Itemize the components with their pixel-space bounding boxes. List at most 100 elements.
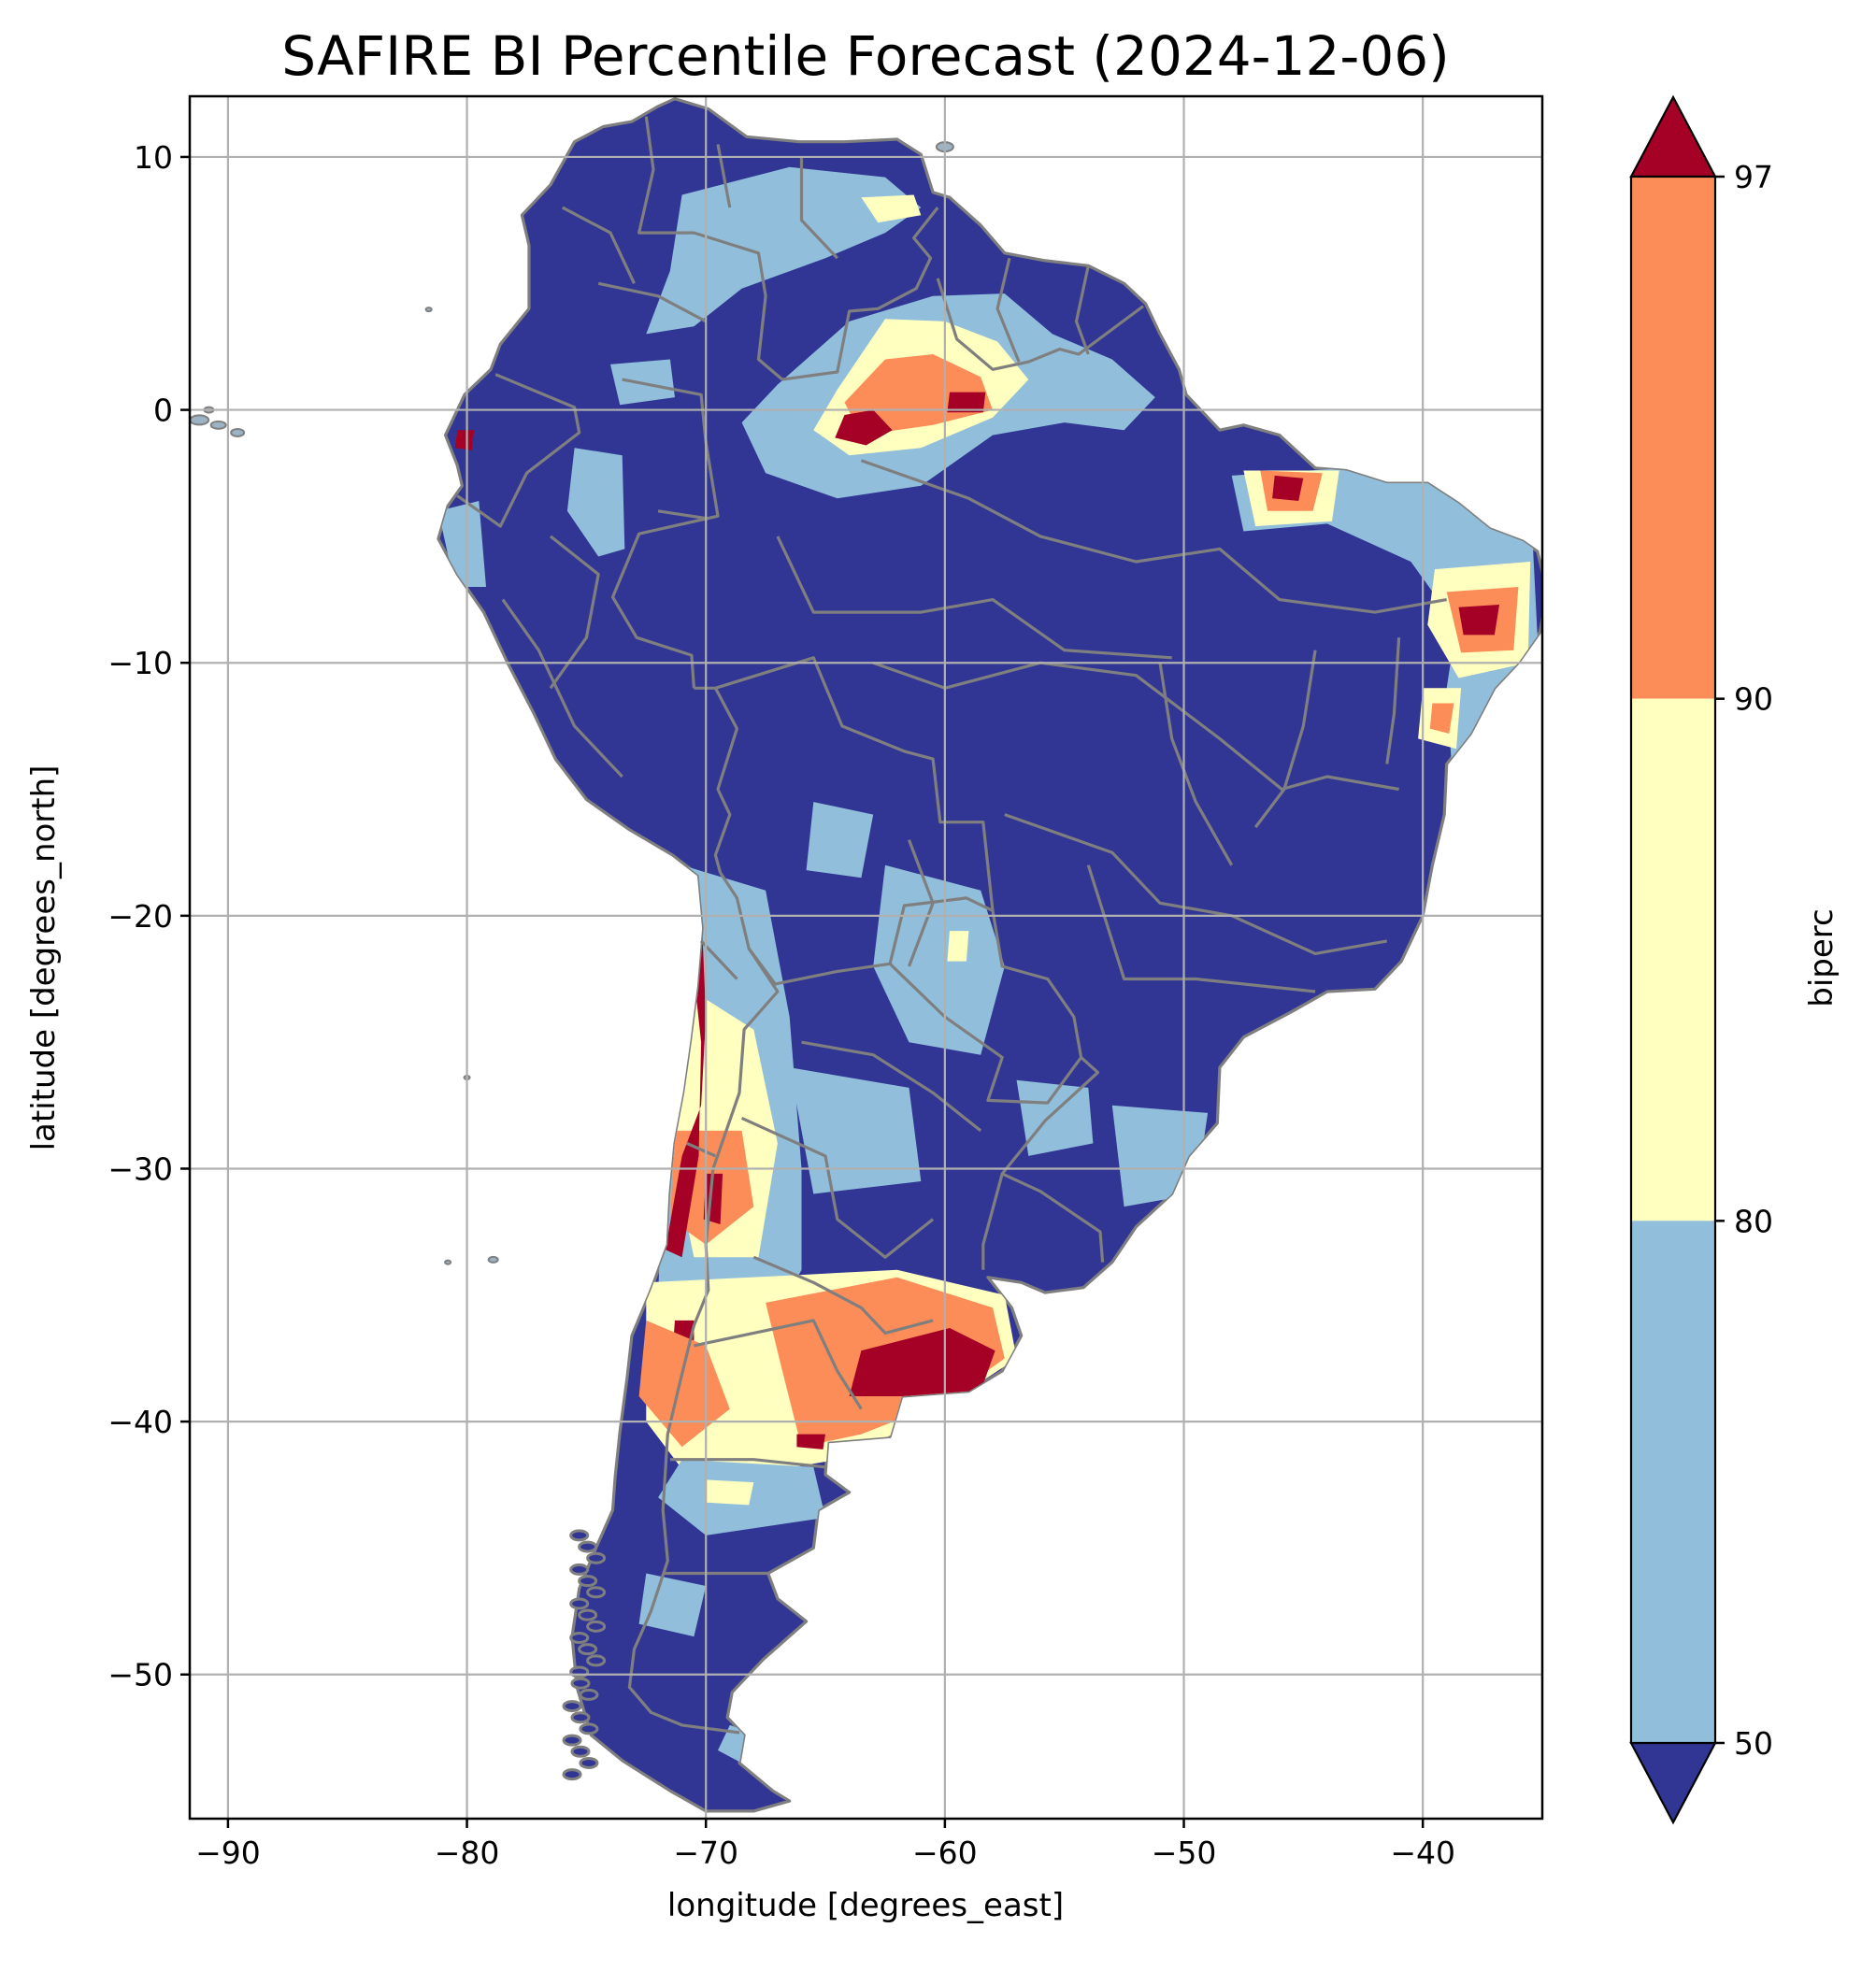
x-tick-label: −70 — [673, 1835, 738, 1871]
y-tick-label: −30 — [107, 1150, 173, 1187]
island — [578, 1540, 598, 1553]
percentile-patch — [1231, 465, 1538, 764]
island — [586, 1551, 607, 1564]
y-tick-label: −50 — [107, 1657, 173, 1693]
island — [562, 1734, 582, 1747]
border-line — [740, 1116, 935, 1259]
colorbar-tick-label: 80 — [1734, 1203, 1773, 1239]
island — [579, 1756, 599, 1769]
y-axis-ticks: 10 0 −10 −20 −30 −40 −50 — [107, 139, 190, 1693]
border-line — [860, 459, 1447, 614]
island — [578, 1608, 598, 1621]
border-line — [1253, 650, 1317, 829]
island — [579, 1722, 599, 1735]
border-line — [637, 116, 784, 381]
island — [569, 1597, 590, 1610]
percentile-patch — [835, 409, 893, 446]
border-line — [981, 1173, 1004, 1270]
y-tick-label: −20 — [107, 898, 173, 935]
border-line — [781, 207, 939, 381]
percentile-patch — [789, 1067, 922, 1194]
border-line — [501, 598, 623, 778]
island — [578, 1643, 598, 1656]
y-tick-label: −40 — [107, 1404, 173, 1440]
map-axes: −90 −80 −70 −60 −50 −40 10 0 −10 −20 −30 −40 −50 — [107, 94, 1544, 1871]
border-line — [936, 278, 1145, 371]
island — [209, 420, 227, 430]
colorbar-extend-max — [1629, 94, 1717, 179]
border-line — [686, 1141, 717, 1158]
colorbar-label: biperc — [1803, 908, 1840, 1007]
x-tick-label: −40 — [1390, 1835, 1455, 1871]
border-line — [908, 839, 935, 967]
border-line — [1074, 264, 1090, 355]
island — [570, 1745, 591, 1758]
percentile-patch — [947, 931, 969, 962]
island — [586, 1654, 607, 1667]
x-tick-label: −80 — [435, 1835, 500, 1871]
x-axis-label: longitude [degrees_east] — [667, 1887, 1064, 1924]
border-line — [456, 373, 581, 528]
percentile-patch — [849, 1328, 995, 1396]
gridlines — [190, 96, 1542, 1819]
percentile-patch — [873, 864, 1005, 1055]
border-line — [799, 157, 838, 260]
island — [569, 1529, 590, 1542]
percentile-patch — [437, 501, 486, 587]
colorbar-tick-label: 97 — [1734, 159, 1773, 195]
island — [444, 1259, 452, 1265]
x-tick-label: −60 — [912, 1835, 978, 1871]
percentile-patch — [861, 194, 922, 223]
border-line — [1086, 864, 1316, 993]
island — [586, 1620, 607, 1633]
island — [562, 1768, 582, 1781]
island — [569, 1563, 590, 1576]
percentile-patch — [806, 802, 874, 878]
y-axis-label: latitude [degrees_north] — [25, 765, 63, 1151]
border-line — [657, 509, 709, 521]
island — [487, 1255, 499, 1264]
percentile-patch — [1458, 605, 1499, 636]
percentile-patch — [796, 1434, 825, 1450]
colorbar-tick-label: 50 — [1734, 1725, 1773, 1762]
island — [562, 1700, 582, 1713]
colorbar: 97 90 80 50 — [1629, 94, 1773, 1825]
percentile-patch — [646, 166, 922, 335]
border-line — [995, 257, 1021, 363]
percentile-patch — [1429, 703, 1454, 734]
border-line — [776, 536, 1172, 660]
percentile-patch — [566, 448, 625, 557]
y-tick-label: −10 — [107, 645, 173, 681]
percentile-patch — [844, 354, 993, 436]
percentile-patches — [437, 166, 1538, 1764]
percentile-patch — [1016, 1079, 1094, 1156]
percentile-patch — [1272, 475, 1304, 501]
border-line — [597, 281, 707, 323]
percentile-patch — [947, 392, 986, 413]
island — [190, 414, 210, 426]
border-line — [888, 910, 1083, 1105]
island — [230, 427, 246, 437]
island — [570, 1711, 591, 1724]
border-line — [1004, 813, 1388, 955]
colorbar-segment — [1631, 177, 1715, 699]
x-tick-label: −50 — [1152, 1835, 1217, 1871]
island — [578, 1575, 598, 1588]
colorbar-segment — [1631, 698, 1715, 1221]
y-tick-label: 10 — [134, 139, 173, 176]
percentile-patch — [706, 1479, 754, 1506]
percentile-patch — [638, 1573, 707, 1637]
x-tick-label: −90 — [195, 1835, 261, 1871]
border-line — [872, 661, 1399, 792]
island — [570, 1677, 591, 1690]
island — [569, 1631, 590, 1644]
colorbar-frame — [1629, 175, 1717, 1745]
colorbar-tick-label: 90 — [1734, 681, 1773, 718]
figure-title: SAFIRE BI Percentile Forecast (2024-12-0… — [281, 24, 1450, 88]
border-line — [716, 144, 732, 208]
border-line — [801, 1040, 982, 1133]
island — [586, 1586, 607, 1599]
island — [424, 307, 433, 313]
colorbar-extend-min — [1629, 1741, 1717, 1825]
